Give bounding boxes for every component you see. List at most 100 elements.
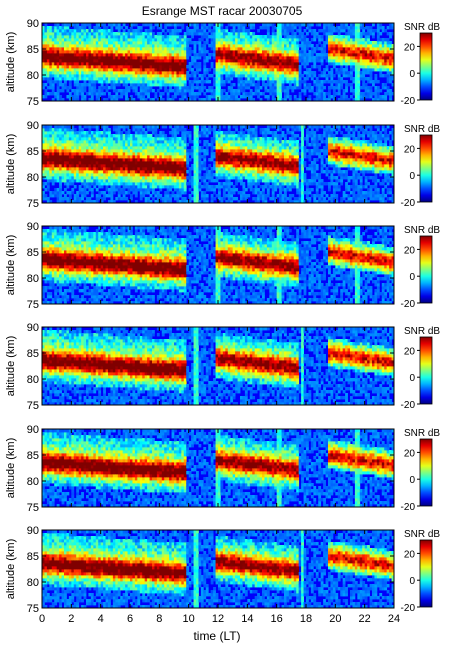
heatmap-cell — [142, 146, 146, 150]
heatmap-cell — [44, 50, 48, 54]
heatmap-cell — [161, 98, 165, 102]
heatmap-cell — [335, 47, 339, 51]
heatmap-cell — [117, 29, 121, 33]
heatmap-cell — [242, 53, 246, 57]
heatmap-cell — [149, 35, 153, 39]
heatmap-cell — [139, 74, 143, 78]
heatmap-cell — [286, 41, 290, 45]
heatmap-cell — [359, 32, 363, 36]
heatmap-cell — [230, 200, 234, 204]
heatmap-cell — [288, 47, 292, 51]
heatmap-cell — [384, 44, 388, 48]
heatmap-cell — [103, 65, 106, 69]
heatmap-cell — [286, 50, 290, 54]
heatmap-cell — [386, 89, 390, 93]
heatmap-cell — [281, 77, 285, 81]
heatmap-cell — [86, 143, 89, 147]
heatmap-cell — [49, 155, 53, 159]
heatmap-cell — [130, 173, 133, 177]
heatmap-cell — [59, 173, 62, 177]
heatmap-cell — [142, 77, 146, 81]
heatmap-cell — [59, 161, 62, 165]
heatmap-cell — [88, 197, 92, 201]
heatmap-cell — [159, 77, 163, 81]
heatmap-cell — [127, 191, 131, 195]
heatmap-cell — [161, 41, 165, 45]
heatmap-cell — [159, 86, 163, 90]
heatmap-cell — [227, 197, 231, 201]
heatmap-cell — [315, 95, 319, 99]
heatmap-cell — [188, 80, 192, 84]
heatmap-cell — [357, 89, 361, 93]
heatmap-cell — [347, 35, 351, 39]
heatmap-cell — [203, 35, 207, 39]
heatmap-cell — [205, 32, 209, 36]
heatmap-cell — [174, 143, 177, 147]
heatmap-cell — [112, 185, 116, 189]
heatmap-cell — [328, 86, 331, 90]
heatmap-cell — [328, 50, 331, 54]
heatmap-cell — [130, 86, 133, 90]
heatmap-cell — [100, 161, 104, 165]
heatmap-cell — [232, 176, 236, 180]
heatmap-cell — [56, 176, 60, 180]
heatmap-cell — [203, 164, 207, 168]
heatmap-cell — [328, 53, 331, 57]
heatmap-cell — [134, 44, 138, 48]
heatmap-cell — [293, 98, 297, 102]
heatmap-cell — [112, 74, 116, 78]
heatmap-cell — [215, 59, 219, 63]
heatmap-cell — [117, 26, 121, 30]
heatmap-cell — [274, 41, 278, 45]
heatmap-cell — [266, 35, 270, 39]
heatmap-cell — [56, 89, 60, 93]
heatmap-cell — [186, 44, 190, 48]
heatmap-cell — [369, 50, 373, 54]
heatmap-cell — [105, 137, 109, 141]
heatmap-cell — [90, 194, 94, 198]
heatmap-cell — [149, 146, 153, 150]
heatmap-cell — [83, 47, 87, 51]
heatmap-cell — [315, 80, 319, 84]
heatmap-cell — [110, 23, 114, 27]
heatmap-cell — [152, 26, 155, 30]
heatmap-cell — [379, 41, 383, 45]
heatmap-cell — [181, 38, 185, 42]
heatmap-cell — [159, 164, 163, 168]
heatmap-cell — [188, 47, 192, 51]
heatmap-cell — [269, 50, 273, 54]
heatmap-cell — [183, 53, 187, 57]
heatmap-cell — [176, 86, 180, 90]
heatmap-cell — [354, 35, 358, 39]
heatmap-cell — [144, 155, 148, 159]
heatmap-cell — [205, 98, 209, 102]
heatmap-cell — [296, 38, 300, 42]
heatmap-cell — [213, 35, 216, 39]
heatmap-cell — [117, 143, 121, 147]
heatmap-cell — [225, 173, 229, 177]
heatmap-cell — [196, 92, 199, 96]
heatmap-cell — [218, 68, 221, 72]
heatmap-cell — [56, 95, 60, 99]
heatmap-cell — [372, 83, 375, 87]
heatmap-cell — [139, 32, 143, 36]
heatmap-cell — [281, 38, 285, 42]
heatmap-cell — [54, 92, 58, 96]
heatmap-cell — [320, 86, 324, 90]
heatmap-cell — [391, 62, 395, 66]
heatmap-cell — [188, 200, 192, 204]
heatmap-cell — [225, 167, 229, 171]
heatmap-cell — [330, 71, 334, 75]
heatmap-cell — [188, 197, 192, 201]
heatmap-cell — [152, 50, 155, 54]
heatmap-cell — [147, 23, 150, 27]
heatmap-cell — [220, 35, 224, 39]
heatmap-cell — [315, 53, 319, 57]
heatmap-cell — [203, 191, 207, 195]
heatmap-cell — [112, 62, 116, 66]
heatmap-cell — [181, 83, 185, 87]
heatmap-cell — [345, 86, 348, 90]
heatmap-cell — [345, 98, 348, 102]
heatmap-cell — [342, 98, 346, 102]
heatmap-cell — [46, 158, 50, 162]
